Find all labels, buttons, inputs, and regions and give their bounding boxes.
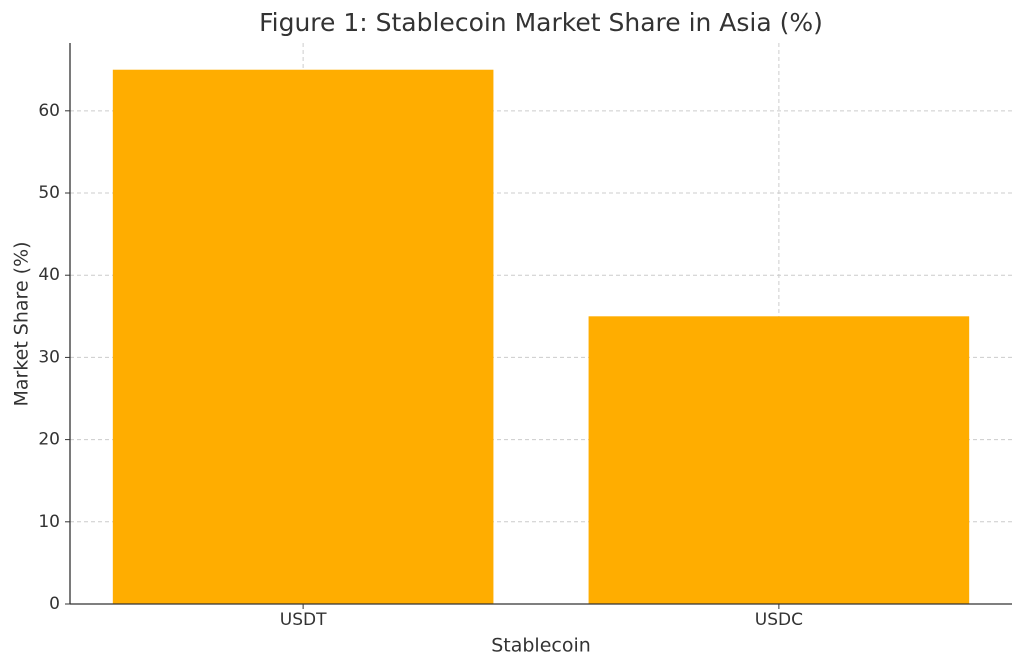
y-tick-label: 10 <box>38 512 60 532</box>
y-tick-label: 0 <box>49 594 60 614</box>
bar <box>112 69 494 604</box>
x-tick-label: USDT <box>280 610 327 630</box>
y-tick-label: 40 <box>38 265 60 285</box>
y-tick-label: 30 <box>38 347 60 367</box>
x-axis-label: Stablecoin <box>491 635 591 657</box>
y-tick-label: 20 <box>38 430 60 450</box>
y-axis-label: Market Share (%) <box>11 241 33 406</box>
y-tick-label: 50 <box>38 183 60 203</box>
y-tick-label: 60 <box>38 101 60 121</box>
bar <box>588 316 970 604</box>
chart-title: Figure 1: Stablecoin Market Share in Asi… <box>259 8 823 37</box>
x-tick-label: USDC <box>755 610 803 630</box>
